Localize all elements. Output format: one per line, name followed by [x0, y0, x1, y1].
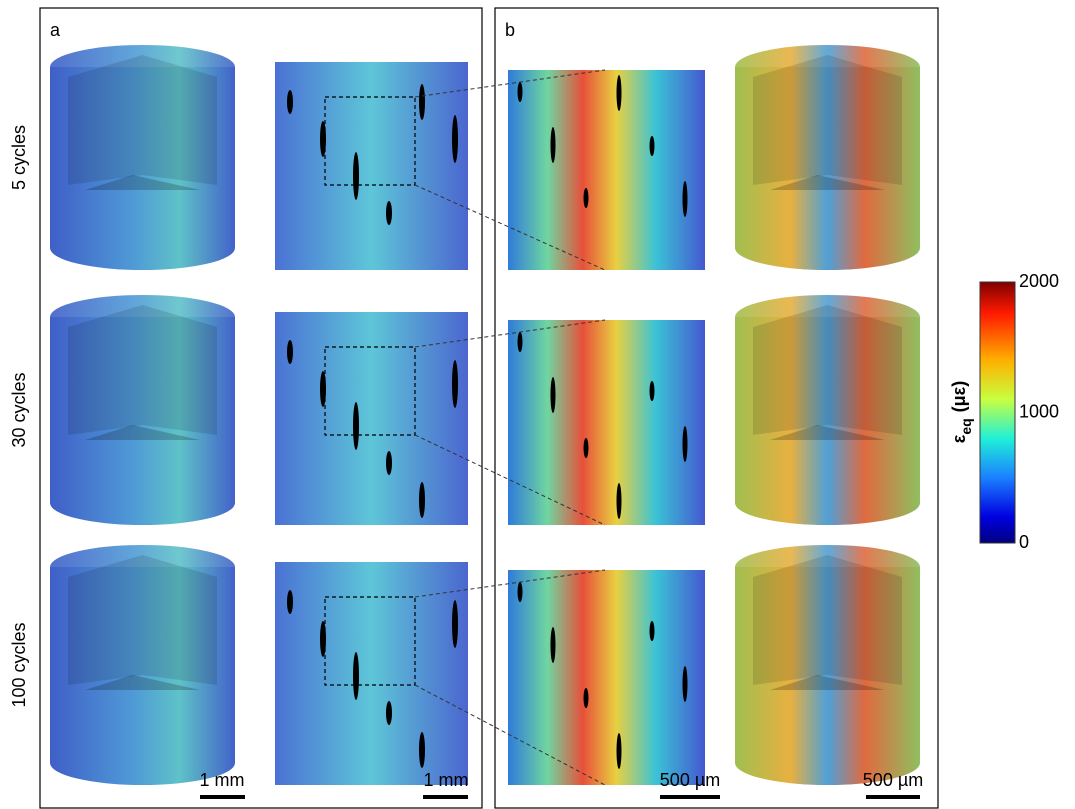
pore [650, 136, 655, 156]
cut-out [753, 55, 902, 185]
row-label: 5 cycles [9, 125, 29, 190]
pore [419, 84, 425, 120]
colorbar [980, 282, 1015, 543]
scale-bar-label: 500 µm [863, 770, 923, 790]
colorbar-tick-label: 2000 [1019, 271, 1059, 291]
strain-map [508, 320, 705, 525]
pore [452, 360, 458, 408]
cylinder-bottom [50, 481, 235, 525]
scale-bar-label: 500 µm [660, 770, 720, 790]
scale-bar [866, 795, 920, 799]
pore [287, 590, 293, 614]
pore [551, 127, 556, 163]
pore [353, 152, 359, 200]
colorbar-title-text: εeq(με) [949, 381, 974, 443]
cut-out [68, 555, 217, 685]
pore [419, 732, 425, 768]
micro-ct-slice [275, 562, 468, 785]
pore [584, 688, 589, 708]
pore [452, 600, 458, 648]
row-label: 30 cycles [9, 372, 29, 447]
pore [386, 451, 392, 475]
pore [518, 82, 523, 102]
pore [617, 483, 622, 519]
cut-out [753, 555, 902, 685]
cut-out [68, 305, 217, 435]
pore [683, 181, 688, 217]
pore [452, 115, 458, 163]
pore [518, 332, 523, 352]
cylinder-bottom [735, 481, 920, 525]
images [50, 45, 920, 785]
cylinder-bottom [735, 226, 920, 270]
scale-bar [200, 795, 245, 799]
strain-map [508, 570, 705, 785]
pore [518, 582, 523, 602]
pore [386, 201, 392, 225]
colorbar-tick-label: 1000 [1019, 401, 1059, 421]
pore [584, 188, 589, 208]
pore [650, 621, 655, 641]
pore [551, 377, 556, 413]
cylinder-bottom [50, 226, 235, 270]
pore [683, 426, 688, 462]
figure: a b 5 cycles 30 cycles 100 cycles 1 mm 1 mm 5… [0, 0, 1075, 809]
colorbar-title: εeq(με) [949, 381, 974, 443]
scale-bar [660, 795, 720, 799]
pore [617, 733, 622, 769]
pore [551, 627, 556, 663]
scale-bar-label: 1 mm [200, 770, 245, 790]
scale-bar-label: 1 mm [424, 770, 469, 790]
panel-label: b [505, 20, 515, 40]
pore [353, 402, 359, 450]
pore [386, 701, 392, 725]
scale-bar [423, 795, 468, 799]
panel-label: a [50, 20, 61, 40]
pore [617, 75, 622, 111]
cut-out [753, 305, 902, 435]
pore [683, 666, 688, 702]
pore [353, 652, 359, 700]
pore [650, 381, 655, 401]
colorbar-subscript: eq [958, 418, 974, 434]
pore [287, 90, 293, 114]
colorbar-tick-label: 0 [1019, 532, 1029, 552]
cut-out [68, 55, 217, 185]
pore [584, 438, 589, 458]
row-label: 100 cycles [9, 622, 29, 707]
pore [419, 482, 425, 518]
colorbar-unit: (με) [949, 381, 969, 413]
pore [287, 340, 293, 364]
